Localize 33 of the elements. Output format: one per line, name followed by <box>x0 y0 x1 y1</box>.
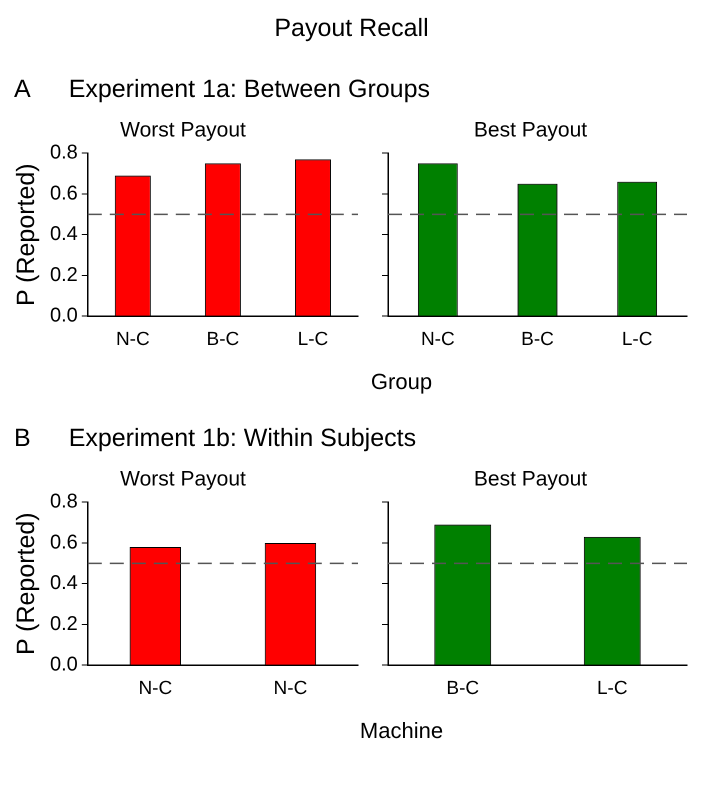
text: A <box>14 74 31 104</box>
text: Experiment 1b: Within Subjects <box>68 424 416 452</box>
x-tick-label: B-C <box>521 328 554 350</box>
x-tick-label: L-C <box>622 328 652 350</box>
x-tick-label: N-C <box>274 678 308 699</box>
y-tick-label: 0.8 <box>50 142 78 164</box>
x-tick-label: N-C <box>116 328 150 350</box>
y-tick-label: 0.4 <box>50 572 78 594</box>
chart-title: Best Payout <box>474 118 588 142</box>
text: Payout Recall <box>273 13 430 44</box>
y-tick-label: 0.0 <box>50 654 78 676</box>
x-tick-label: N-C <box>138 678 172 699</box>
y-tick-label: 0.2 <box>50 264 78 286</box>
x-tick-label: L-C <box>298 328 328 350</box>
y-tick-label: 0.6 <box>50 531 78 554</box>
y-tick-label: 0.0 <box>50 304 78 327</box>
x-axis-title: Group <box>370 369 434 395</box>
chart-title: Best Payout <box>474 467 588 490</box>
y-tick-label: 0.8 <box>50 490 78 513</box>
y-axis-title: P (Reported) <box>12 512 40 656</box>
y-axis-title: P (Reported) <box>12 163 40 306</box>
y-tick-label: 0.2 <box>50 612 78 635</box>
x-tick-label: N-C <box>420 328 455 350</box>
x-axis-title: Machine <box>358 718 444 744</box>
x-tick-label: L-C <box>596 678 628 699</box>
y-tick-label: 0.4 <box>50 223 78 246</box>
chart-title: Worst Payout <box>120 118 246 142</box>
chart-title: Worst Payout <box>120 467 246 490</box>
x-tick-label: B-C <box>446 678 480 699</box>
text: Experiment 1a: Between Groups <box>68 74 430 104</box>
y-tick-label: 0.6 <box>50 182 78 204</box>
x-tick-label: B-C <box>206 328 240 350</box>
text: B <box>14 424 31 452</box>
